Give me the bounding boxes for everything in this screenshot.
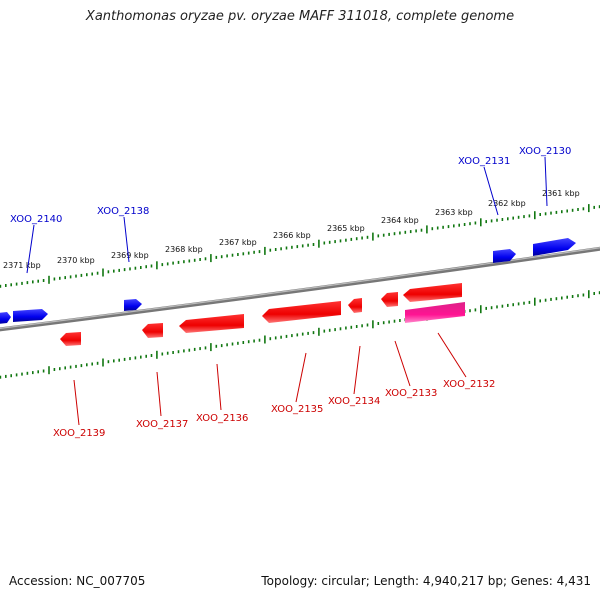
forward-genes xyxy=(0,238,576,324)
gene-label[interactable]: XOO_2134 xyxy=(328,396,380,407)
label-leaders xyxy=(26,156,548,426)
gene-xoo-2140[interactable] xyxy=(13,309,48,322)
kbp-label: 2362 kbp xyxy=(488,199,526,208)
gene-label[interactable]: XOO_2138 xyxy=(97,206,149,217)
gene-forward[interactable] xyxy=(0,312,11,324)
accession-text: Accession: NC_007705 xyxy=(9,574,146,588)
gene-xoo-2135[interactable] xyxy=(262,301,341,323)
kbp-label: 2367 kbp xyxy=(219,238,257,247)
gene-label[interactable]: XOO_2133 xyxy=(385,388,437,399)
gene-reverse-alt[interactable] xyxy=(405,302,465,323)
kbp-label: 2370 kbp xyxy=(57,256,95,265)
genome-title: Xanthomonas oryzae pv. oryzae MAFF 31101… xyxy=(85,9,515,24)
gene-xoo-2137[interactable] xyxy=(142,323,163,338)
gene-xoo-2139[interactable] xyxy=(60,332,81,346)
reverse-genes xyxy=(60,283,465,346)
gene-label[interactable]: XOO_2131 xyxy=(458,156,510,167)
gene-xoo-2131[interactable] xyxy=(493,249,516,263)
gene-xoo-2130[interactable] xyxy=(533,238,576,256)
topology-text: Topology: circular; Length: 4,940,217 bp… xyxy=(261,574,591,588)
kbp-label: 2361 kbp xyxy=(542,189,580,198)
gene-label[interactable]: XOO_2130 xyxy=(519,146,571,157)
ruler-labels: 2371 kbp 2370 kbp 2369 kbp 2368 kbp 2367… xyxy=(3,189,580,270)
gene-xoo-2134[interactable] xyxy=(348,298,362,313)
gene-label[interactable]: XOO_2136 xyxy=(196,413,248,424)
gene-label[interactable]: XOO_2135 xyxy=(271,404,323,415)
gene-label[interactable]: XOO_2132 xyxy=(443,379,495,390)
gene-label[interactable]: XOO_2140 xyxy=(10,214,62,225)
genome-backbone xyxy=(0,246,600,332)
gene-xoo-2138[interactable] xyxy=(124,299,142,311)
ruler-ticks-upper xyxy=(0,204,600,288)
kbp-label: 2369 kbp xyxy=(111,251,149,260)
kbp-label: 2365 kbp xyxy=(327,224,365,233)
gene-xoo-2133[interactable] xyxy=(381,292,398,307)
ruler-ticks-lower xyxy=(0,290,600,379)
gene-labels-top: XOO_2140 XOO_2138 XOO_2131 XOO_2130 xyxy=(10,146,571,225)
kbp-label: 2366 kbp xyxy=(273,231,311,240)
kbp-label: 2371 kbp xyxy=(3,261,41,270)
kbp-label: 2363 kbp xyxy=(435,208,473,217)
gene-label[interactable]: XOO_2139 xyxy=(53,428,105,439)
gene-labels-bottom: XOO_2139 XOO_2137 XOO_2136 XOO_2135 XOO_… xyxy=(53,379,495,439)
kbp-label: 2364 kbp xyxy=(381,216,419,225)
gene-xoo-2132[interactable] xyxy=(403,283,462,302)
gene-xoo-2136[interactable] xyxy=(179,314,244,333)
kbp-label: 2368 kbp xyxy=(165,245,203,254)
gene-label[interactable]: XOO_2137 xyxy=(136,419,188,430)
